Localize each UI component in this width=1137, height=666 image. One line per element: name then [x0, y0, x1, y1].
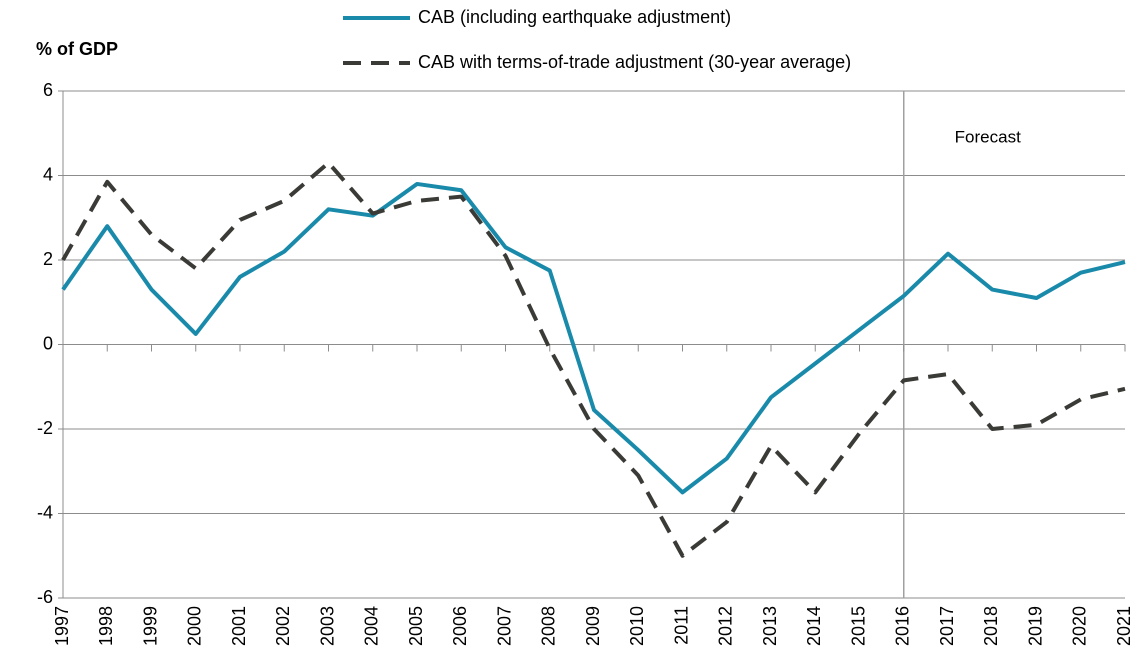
x-tick-label: 2008: [539, 606, 559, 646]
x-tick-label: 2012: [716, 606, 736, 646]
y-tick-label: -4: [37, 502, 53, 522]
x-tick-label: 1997: [52, 606, 72, 646]
annotation: Forecast: [955, 127, 1021, 146]
x-tick-label: 2017: [937, 606, 957, 646]
x-tick-label: 2007: [494, 606, 514, 646]
x-tick-label: 2000: [185, 606, 205, 646]
x-tick-label: 2014: [804, 606, 824, 646]
y-tick-label: 0: [43, 333, 53, 353]
x-tick-label: 2011: [671, 606, 691, 645]
series-line: [61, 181, 1126, 495]
y-tick-label: -2: [37, 418, 53, 438]
x-tick-label: 2016: [893, 606, 913, 646]
x-tick-label: 2020: [1070, 606, 1090, 646]
x-tick-label: 2021: [1114, 606, 1134, 646]
x-tick-label: 2002: [273, 606, 293, 646]
x-tick-label: 2001: [229, 606, 249, 646]
x-tick-label: 2006: [450, 606, 470, 646]
x-tick-label: 2003: [317, 606, 337, 646]
legend-label: CAB (including earthquake adjustment): [418, 7, 731, 27]
x-tick-label: 2019: [1025, 606, 1045, 646]
x-tick-label: 2004: [362, 606, 382, 646]
y-tick-label: 2: [43, 249, 53, 269]
series-line: [61, 160, 1126, 558]
x-tick-label: 1999: [140, 606, 160, 646]
y-tick-label: 4: [43, 164, 53, 184]
legend-label: CAB with terms-of-trade adjustment (30-y…: [418, 52, 851, 72]
x-tick-label: 1998: [96, 606, 116, 646]
y-tick-label: 6: [43, 80, 53, 100]
x-tick-label: 2018: [981, 606, 1001, 646]
x-tick-label: 2015: [848, 606, 868, 646]
y-axis-label: % of GDP: [36, 39, 118, 59]
y-tick-label: -6: [37, 587, 53, 607]
x-tick-label: 2009: [583, 606, 603, 646]
x-tick-label: 2010: [627, 606, 647, 646]
x-tick-label: 2013: [760, 606, 780, 646]
x-tick-label: 2005: [406, 606, 426, 646]
